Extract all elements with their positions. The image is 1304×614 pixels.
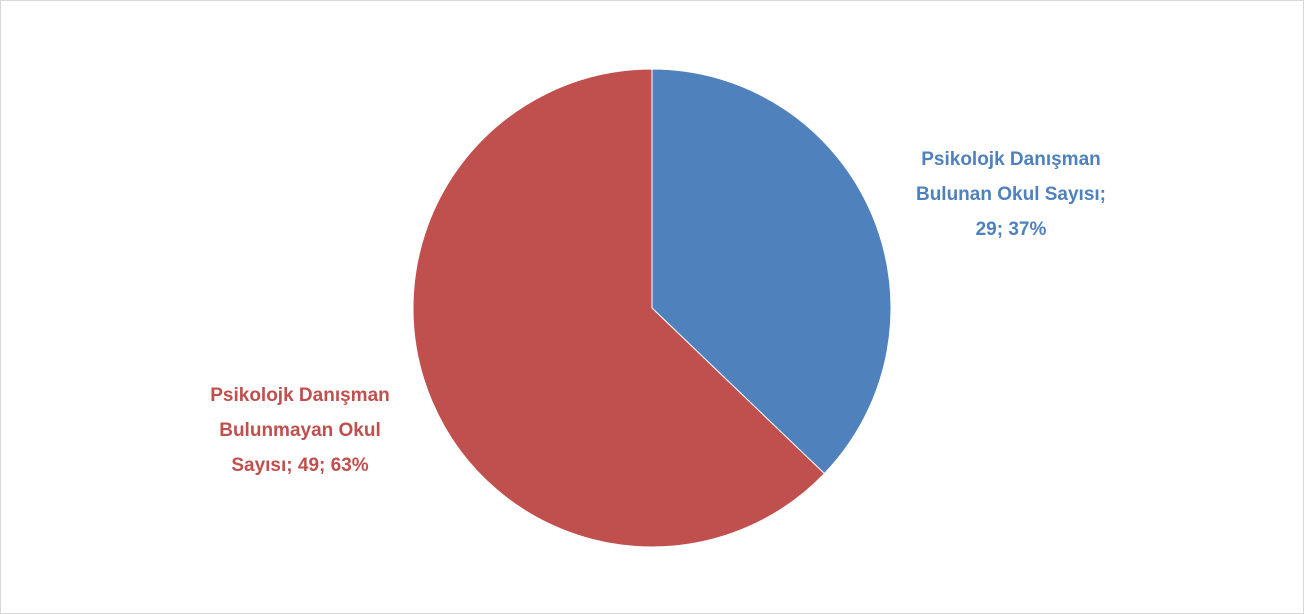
pie-slice-0 [651, 68, 892, 475]
data-label-line: Sayısı; 49; 63% [231, 455, 369, 476]
data-label-line: Psikolojk Danışman [921, 149, 1101, 170]
data-label-bulunan: Psikolojk Danışman Bulunan Okul Sayısı; … [861, 142, 1161, 247]
data-label-bulunmayan: Psikolojk Danışman Bulunmayan Okul Sayıs… [150, 378, 450, 483]
pie-slice-1 [412, 68, 826, 548]
data-label-line: 29; 37% [975, 219, 1047, 240]
pie-slices [412, 68, 892, 548]
data-label-line: Bulunmayan Okul [219, 420, 381, 441]
data-label-line: Bulunan Okul Sayısı; [915, 184, 1107, 205]
data-label-line: Psikolojk Danışman [210, 385, 390, 406]
